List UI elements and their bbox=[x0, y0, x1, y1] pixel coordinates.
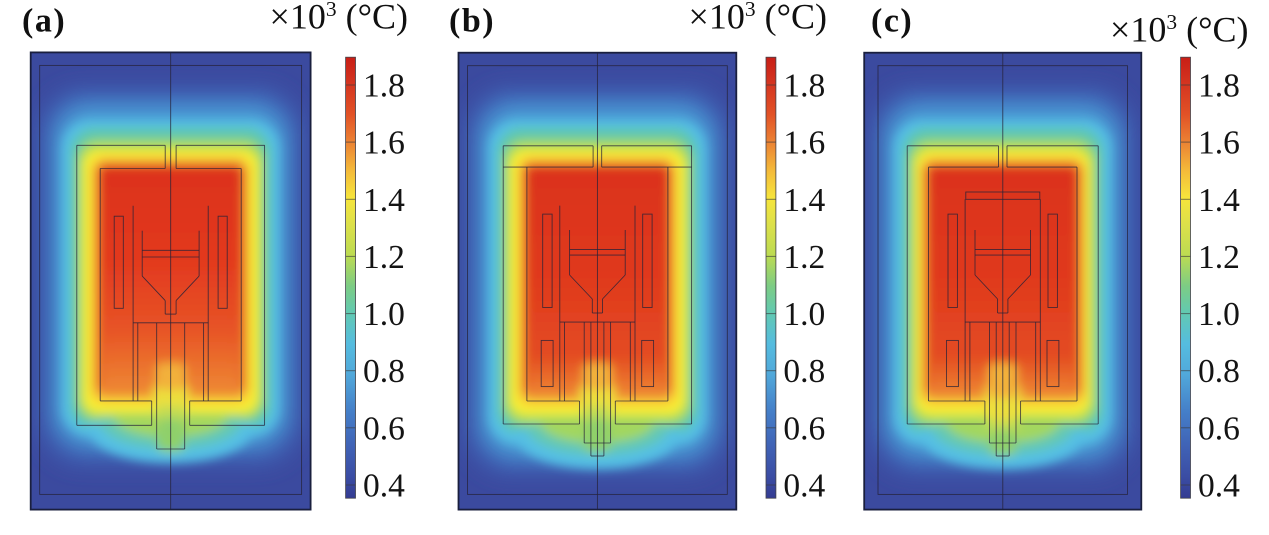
svg-text:0.8: 0.8 bbox=[783, 353, 825, 390]
svg-text:1.6: 1.6 bbox=[783, 125, 825, 162]
svg-text:×103 (°C): ×103 (°C) bbox=[1110, 10, 1248, 50]
svg-text:0.4: 0.4 bbox=[783, 468, 825, 505]
svg-text:1.0: 1.0 bbox=[783, 296, 825, 333]
svg-text:1.4: 1.4 bbox=[363, 182, 405, 219]
svg-text:1.0: 1.0 bbox=[363, 296, 405, 333]
svg-text:×103 (°C): ×103 (°C) bbox=[270, 0, 408, 37]
svg-text:1.6: 1.6 bbox=[363, 125, 405, 162]
svg-text:0.4: 0.4 bbox=[363, 468, 405, 505]
svg-text:1.4: 1.4 bbox=[1198, 182, 1240, 219]
svg-text:1.2: 1.2 bbox=[783, 239, 825, 276]
svg-text:1.8: 1.8 bbox=[783, 68, 825, 105]
svg-text:×103 (°C): ×103 (°C) bbox=[689, 0, 827, 37]
svg-text:1.2: 1.2 bbox=[1198, 239, 1240, 276]
svg-text:(b): (b) bbox=[449, 3, 495, 40]
svg-text:1.0: 1.0 bbox=[1198, 296, 1240, 333]
svg-text:0.4: 0.4 bbox=[1198, 468, 1240, 505]
svg-text:1.2: 1.2 bbox=[363, 239, 405, 276]
svg-text:1.4: 1.4 bbox=[783, 182, 825, 219]
svg-text:1.8: 1.8 bbox=[363, 68, 405, 105]
svg-text:0.6: 0.6 bbox=[1198, 410, 1240, 447]
svg-text:0.6: 0.6 bbox=[363, 410, 405, 447]
svg-text:(a): (a) bbox=[22, 3, 66, 40]
svg-text:1.6: 1.6 bbox=[1198, 125, 1240, 162]
svg-text:0.6: 0.6 bbox=[783, 410, 825, 447]
svg-text:0.8: 0.8 bbox=[1198, 353, 1240, 390]
svg-text:(c): (c) bbox=[871, 3, 913, 40]
svg-text:1.8: 1.8 bbox=[1198, 68, 1240, 105]
svg-text:0.8: 0.8 bbox=[363, 353, 405, 390]
